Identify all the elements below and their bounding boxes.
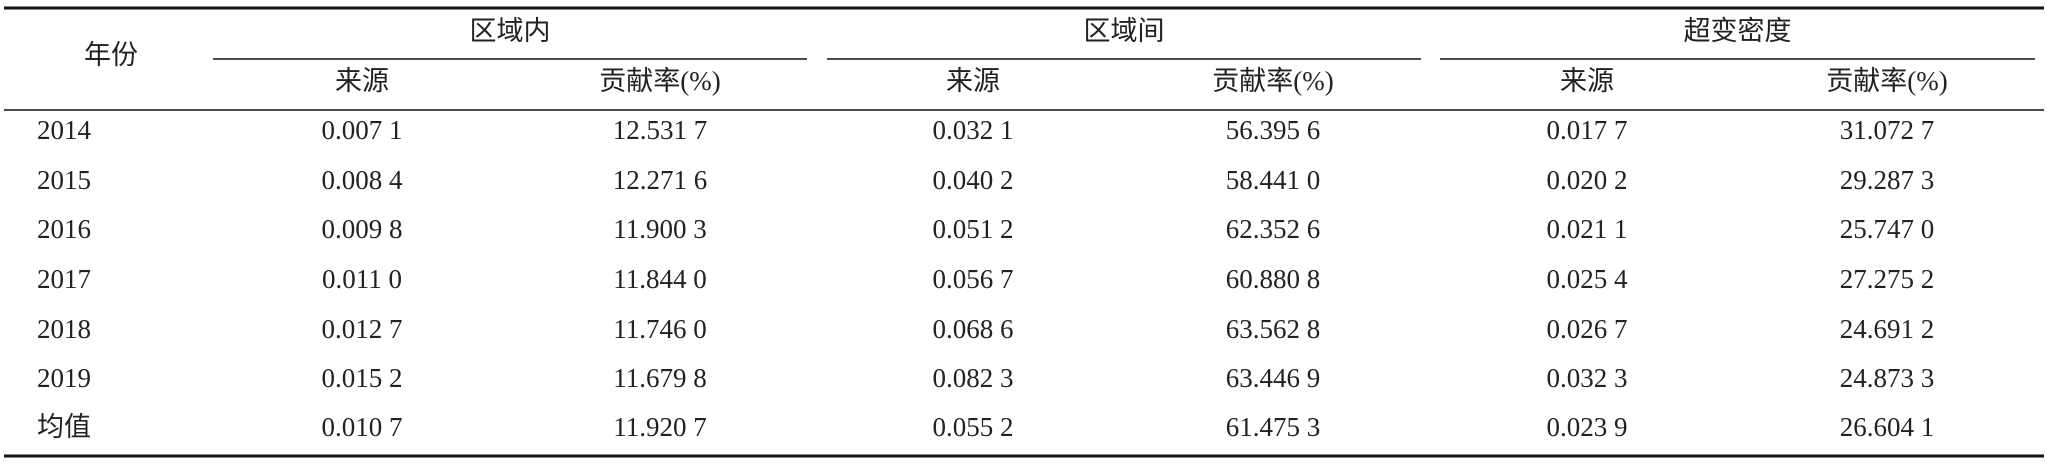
cell: 29.287 3 bbox=[1840, 165, 1935, 195]
cell: 11.746 0 bbox=[613, 314, 707, 344]
cell: 0.012 7 bbox=[322, 314, 403, 344]
cell: 11.900 3 bbox=[613, 214, 707, 244]
cell: 26.604 1 bbox=[1840, 412, 1935, 442]
row-label: 2014 bbox=[37, 115, 92, 145]
cell: 0.021 1 bbox=[1547, 214, 1628, 244]
cell: 58.441 0 bbox=[1226, 165, 1321, 195]
cell: 12.271 6 bbox=[613, 165, 708, 195]
column-header: 贡献率(%) bbox=[599, 66, 720, 96]
cell: 0.068 6 bbox=[933, 314, 1014, 344]
cell: 0.020 2 bbox=[1547, 165, 1628, 195]
cell: 0.032 3 bbox=[1547, 363, 1628, 393]
cell: 0.032 1 bbox=[933, 115, 1014, 145]
cell: 11.844 0 bbox=[613, 264, 707, 294]
group-header: 超变密度 bbox=[1684, 16, 1792, 46]
cell: 11.679 8 bbox=[613, 363, 707, 393]
cell: 0.025 4 bbox=[1547, 264, 1629, 294]
cell: 0.015 2 bbox=[322, 363, 403, 393]
cell: 62.352 6 bbox=[1226, 214, 1321, 244]
column-header: 来源 bbox=[1560, 66, 1614, 96]
cell: 0.011 0 bbox=[322, 264, 402, 294]
cell: 0.010 7 bbox=[322, 412, 403, 442]
corner-header: 年份 bbox=[84, 40, 138, 70]
cell: 60.880 8 bbox=[1226, 264, 1321, 294]
row-label: 2015 bbox=[37, 165, 91, 195]
column-header: 来源 bbox=[335, 66, 389, 96]
cell: 0.056 7 bbox=[933, 264, 1014, 294]
cell: 12.531 7 bbox=[613, 115, 708, 145]
cell: 0.008 4 bbox=[322, 165, 404, 195]
row-label: 2019 bbox=[37, 363, 91, 393]
column-header: 贡献率(%) bbox=[1212, 66, 1333, 96]
cell: 0.040 2 bbox=[933, 165, 1014, 195]
column-header: 贡献率(%) bbox=[1826, 66, 1947, 96]
group-header: 区域间 bbox=[1084, 16, 1165, 46]
cell: 63.562 8 bbox=[1226, 314, 1321, 344]
cell: 0.023 9 bbox=[1547, 412, 1628, 442]
cell: 31.072 7 bbox=[1840, 115, 1935, 145]
group-header: 区域内 bbox=[470, 16, 551, 46]
cell: 0.026 7 bbox=[1547, 314, 1628, 344]
cell: 56.395 6 bbox=[1226, 115, 1321, 145]
cell: 0.017 7 bbox=[1547, 115, 1628, 145]
cell: 27.275 2 bbox=[1840, 264, 1935, 294]
cell: 61.475 3 bbox=[1226, 412, 1321, 442]
cell: 24.873 3 bbox=[1840, 363, 1935, 393]
row-label: 均值 bbox=[37, 412, 91, 442]
cell: 63.446 9 bbox=[1226, 363, 1321, 393]
cell: 0.009 8 bbox=[322, 214, 403, 244]
column-header: 来源 bbox=[946, 66, 1000, 96]
row-label: 2017 bbox=[37, 264, 91, 294]
cell: 0.051 2 bbox=[933, 214, 1014, 244]
cell: 0.082 3 bbox=[933, 363, 1014, 393]
row-label: 2018 bbox=[37, 314, 91, 344]
cell: 0.007 1 bbox=[322, 115, 403, 145]
cell: 24.691 2 bbox=[1840, 314, 1935, 344]
row-label: 2016 bbox=[37, 214, 91, 244]
cell: 11.920 7 bbox=[613, 412, 707, 442]
cell: 0.055 2 bbox=[933, 412, 1014, 442]
cell: 25.747 0 bbox=[1840, 214, 1935, 244]
